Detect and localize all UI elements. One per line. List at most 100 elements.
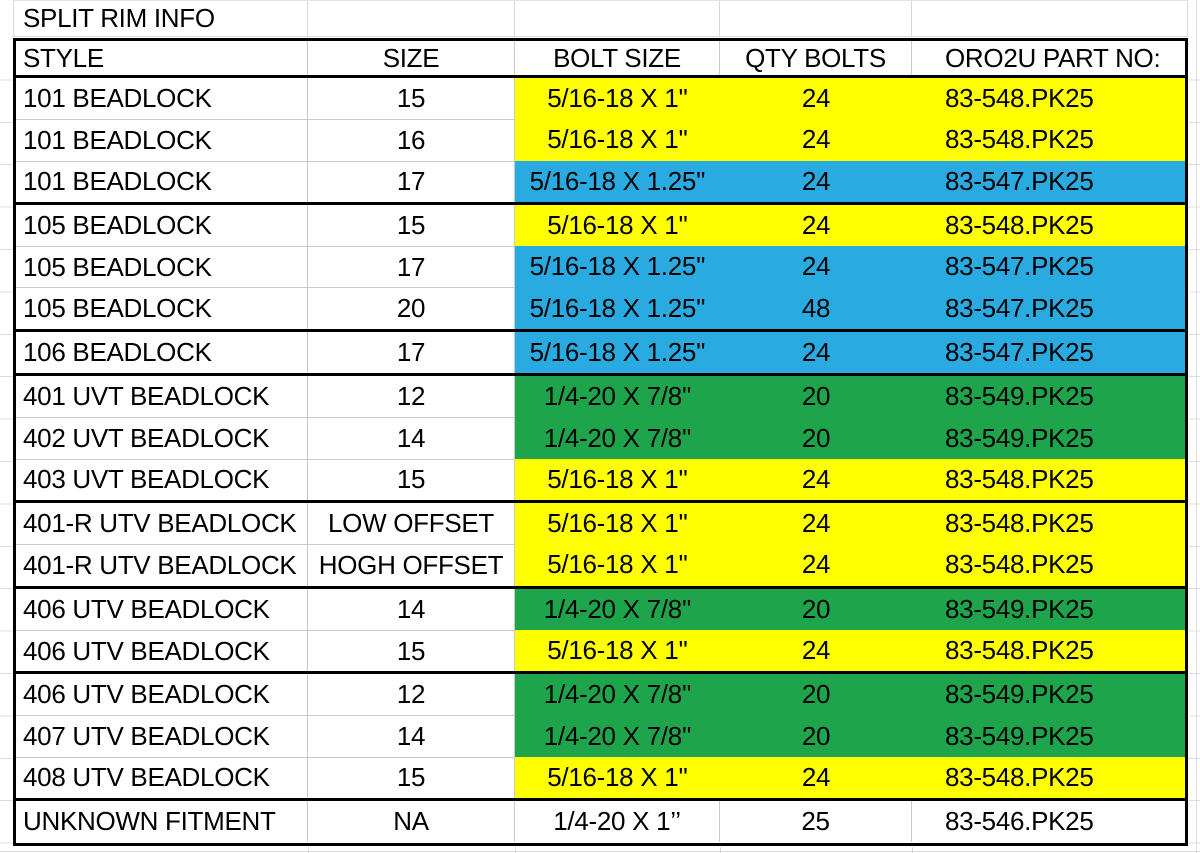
sheet-gridline-horizontal [0,851,1200,852]
cell-style: UNKNOWN FITMENT [16,801,308,843]
row-group-6: 406 UTV BEADLOCK 14 1/4-20 X 7/8'' 20 83-549… [16,585,1185,672]
empty-cell [515,1,720,36]
cell-qty-bolts: 20 [720,588,912,630]
cell-part-no: 83-548.PK25 [912,502,1185,545]
cell-style: 101 BEADLOCK [16,119,308,161]
cell-part-no: 83-546.PK25 [912,801,1185,843]
cell-style: 401-R UTV BEADLOCK [16,544,308,586]
cell-style: 105 BEADLOCK [16,287,308,329]
cell-size: 15 [308,756,515,799]
cell-size: 15 [308,78,515,120]
cell-part-no: 83-548.PK25 [912,756,1185,799]
cell-qty-bolts: 25 [720,801,912,843]
cell-qty-bolts: 24 [720,331,912,374]
page-title: SPLIT RIM INFO [23,3,215,33]
cell-part-no: 83-547.PK25 [912,287,1185,329]
cell-size: 14 [308,588,515,630]
cell-part-no: 83-548.PK25 [912,458,1185,500]
row-group-4: 401 UVT BEADLOCK 12 1/4-20 X 7/8'' 20 83-549… [16,373,1185,500]
title-row: SPLIT RIM INFO [13,0,1188,37]
cell-qty-bolts: 20 [720,417,912,459]
cell-bolt-size: 1/4-20 X 7/8'' [515,674,720,716]
row-group-7: 406 UTV BEADLOCK 12 1/4-20 X 7/8'' 20 83-549… [16,671,1185,799]
cell-size: 17 [308,331,515,374]
cell-style: 407 UTV BEADLOCK [16,715,308,757]
cell-bolt-size: 1/4-20 X 7/8'' [515,715,720,757]
cell-qty-bolts: 24 [720,78,912,120]
row-group-2: 105 BEADLOCK 15 5/16-18 X 1'' 24 83-548.PK25… [16,201,1185,329]
cell-size: LOW OFFSET [308,502,515,545]
row-group-5: 401-R UTV BEADLOCK LOW OFFSET 5/16-18 X 1'… [16,499,1185,586]
table-body: 101 BEADLOCK 15 5/16-18 X 1'' 24 83-548.PK25… [16,78,1185,843]
cell-bolt-size: 5/16-18 X 1.25'' [515,246,720,288]
cell-qty-bolts: 24 [720,629,912,672]
cell-bolt-size: 5/16-18 X 1'' [515,756,720,799]
cell-size: 15 [308,629,515,672]
split-rim-table: STYLE SIZE BOLT SIZE QTY BOLTS ORO2U PAR… [13,38,1188,846]
cell-bolt-size: 1/4-20 X 1’’ [515,801,720,843]
cell-style: 101 BEADLOCK [16,78,308,120]
cell-bolt-size: 5/16-18 X 1'' [515,458,720,500]
cell-size: 12 [308,674,515,716]
cell-bolt-size: 5/16-18 X 1'' [515,629,720,672]
table-row: 403 UVT BEADLOCK 15 5/16-18 X 1'' 24 83-548.… [16,458,1185,500]
cell-size: 17 [308,160,515,202]
cell-part-no: 83-549.PK25 [912,376,1185,418]
cell-part-no: 83-549.PK25 [912,715,1185,757]
cell-part-no: 83-548.PK25 [912,78,1185,120]
table-row: 406 UTV BEADLOCK 15 5/16-18 X 1'' 24 83-548.… [16,629,1185,672]
sheet-gridline-tick [912,847,913,853]
cell-bolt-size: 5/16-18 X 1.25'' [515,287,720,329]
cell-part-no: 83-547.PK25 [912,246,1185,288]
cell-part-no: 83-548.PK25 [912,629,1185,672]
cell-bolt-size: 5/16-18 X 1'' [515,502,720,545]
table-row: 101 BEADLOCK 17 5/16-18 X 1.25'' 24 83-547.P… [16,160,1185,202]
header-style: STYLE [16,41,308,75]
cell-style: 401-R UTV BEADLOCK [16,502,308,545]
cell-style: 402 UVT BEADLOCK [16,417,308,459]
cell-style: 105 BEADLOCK [16,204,308,247]
table-row: 105 BEADLOCK 20 5/16-18 X 1.25'' 48 83-547.P… [16,287,1185,329]
cell-part-no: 83-549.PK25 [912,417,1185,459]
header-bolt-size: BOLT SIZE [515,41,720,75]
cell-size: 16 [308,119,515,161]
sheet-right-margin [1189,38,1200,846]
cell-qty-bolts: 20 [720,376,912,418]
cell-style: 401 UVT BEADLOCK [16,376,308,418]
cell-qty-bolts: 48 [720,287,912,329]
cell-bolt-size: 1/4-20 X 7/8'' [515,588,720,630]
cell-part-no: 83-547.PK25 [912,160,1185,202]
sheet-gridline-tick [308,847,309,853]
empty-cell [308,1,515,36]
cell-size: 14 [308,417,515,459]
table-row: 401-R UTV BEADLOCK LOW OFFSET 5/16-18 X 1'… [16,502,1185,545]
cell-size: 12 [308,376,515,418]
sheet-left-margin [0,38,13,846]
cell-size: NA [308,801,515,843]
row-group-8: UNKNOWN FITMENT NA 1/4-20 X 1’’ 25 83-546.PK… [16,798,1185,843]
cell-part-no: 83-548.PK25 [912,119,1185,161]
table-row: 406 UTV BEADLOCK 14 1/4-20 X 7/8'' 20 83-549… [16,588,1185,630]
cell-style: 101 BEADLOCK [16,160,308,202]
header-part-no: ORO2U PART NO: [945,42,1161,73]
table-row: 402 UVT BEADLOCK 14 1/4-20 X 7/8'' 20 83-549… [16,417,1185,459]
cell-style: 408 UTV BEADLOCK [16,756,308,799]
cell-part-no: 83-548.PK25 [912,204,1185,247]
cell-part-no: 83-549.PK25 [912,674,1185,716]
cell-qty-bolts: 24 [720,502,912,545]
row-group-1: 101 BEADLOCK 15 5/16-18 X 1'' 24 83-548.PK25… [16,78,1185,202]
header-qty-bolts: QTY BOLTS [720,41,912,75]
cell-style: 403 UVT BEADLOCK [16,458,308,500]
table-row: 401 UVT BEADLOCK 12 1/4-20 X 7/8'' 20 83-549… [16,376,1185,418]
table-row: 101 BEADLOCK 16 5/16-18 X 1'' 24 83-548.PK25 [16,119,1185,161]
cell-size: 20 [308,287,515,329]
table-row: UNKNOWN FITMENT NA 1/4-20 X 1’’ 25 83-546.PK… [16,801,1185,843]
table-row: 401-R UTV BEADLOCK HOGH OFFSET 5/16-18 X 1… [16,544,1185,586]
cell-qty-bolts: 20 [720,674,912,716]
table-row: 101 BEADLOCK 15 5/16-18 X 1'' 24 83-548.PK25 [16,78,1185,120]
cell-bolt-size: 5/16-18 X 1'' [515,204,720,247]
table-row: 105 BEADLOCK 15 5/16-18 X 1'' 24 83-548.PK25 [16,204,1185,247]
table-row: 105 BEADLOCK 17 5/16-18 X 1.25'' 24 83-547.P… [16,246,1185,288]
cell-bolt-size: 1/4-20 X 7/8'' [515,376,720,418]
table-row: 408 UTV BEADLOCK 15 5/16-18 X 1'' 24 83-548.… [16,756,1185,799]
